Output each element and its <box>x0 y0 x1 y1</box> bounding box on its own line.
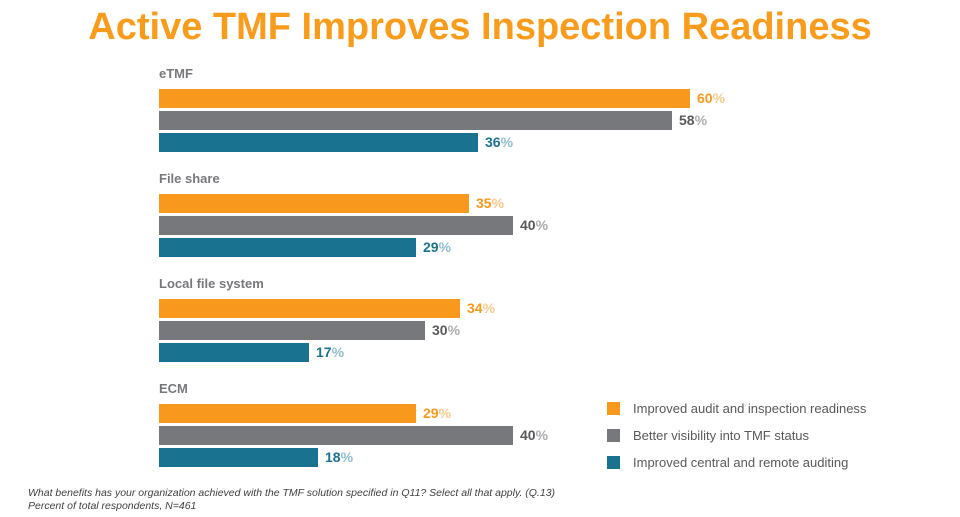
legend-swatch-icon <box>607 402 620 415</box>
value-label: 30% <box>432 322 461 338</box>
legend-item: Improved central and remote auditing <box>607 455 866 470</box>
legend-item: Improved audit and inspection readiness <box>607 401 867 416</box>
bar <box>159 448 318 467</box>
bar <box>159 238 416 257</box>
bar-row: 60% <box>159 89 799 108</box>
bar-row: 18% <box>159 448 799 467</box>
bar-row: 17% <box>159 343 799 362</box>
legend-item: Better visibility into TMF status <box>607 428 866 443</box>
bar <box>159 194 469 213</box>
bar-row: 34% <box>159 299 799 318</box>
bar <box>159 111 672 130</box>
footnote-sample-size: Percent of total respondents, N=461 <box>28 500 197 512</box>
footnote-question: What benefits has your organization achi… <box>28 487 556 499</box>
value-label: 58% <box>679 112 708 128</box>
chart-title: Active TMF Improves Inspection Readiness <box>88 6 872 48</box>
legend-swatch-icon <box>607 429 620 442</box>
bar <box>159 89 690 108</box>
legend: Improved audit and inspection readiness B… <box>607 401 867 483</box>
bar <box>159 343 309 362</box>
value-label: 60% <box>697 90 726 106</box>
bar-group: Local file system 34% 30% 17% <box>159 276 799 365</box>
footnote: What benefits has your organization achi… <box>28 487 555 513</box>
bar <box>159 216 513 235</box>
bar-group: eTMF 60% 58% 36% <box>159 66 799 155</box>
value-label: 17% <box>316 344 345 360</box>
category-label: eTMF <box>159 66 193 81</box>
legend-label: Better visibility into TMF status <box>633 428 810 443</box>
legend-swatch-icon <box>607 456 620 469</box>
bar <box>159 404 416 423</box>
category-label: ECM <box>159 381 188 396</box>
bar-chart: eTMF 60% 58% 36% File share 35% 40% 29% Local fi… <box>159 66 799 470</box>
bar <box>159 299 460 318</box>
bar-row: 40% <box>159 426 799 445</box>
bar-row: 30% <box>159 321 799 340</box>
legend-label: Improved audit and inspection readiness <box>633 401 867 416</box>
value-label: 35% <box>476 195 505 211</box>
value-label: 29% <box>423 239 452 255</box>
bar-row: 58% <box>159 111 799 130</box>
bar-group: File share 35% 40% 29% <box>159 171 799 260</box>
category-label: File share <box>159 171 220 186</box>
bar <box>159 426 513 445</box>
value-label: 40% <box>520 217 549 233</box>
value-label: 34% <box>467 300 496 316</box>
value-label: 18% <box>325 449 354 465</box>
bar-row: 36% <box>159 133 799 152</box>
bar <box>159 321 425 340</box>
bar-row: 35% <box>159 194 799 213</box>
bar-row: 40% <box>159 216 799 235</box>
bar <box>159 133 478 152</box>
category-label: Local file system <box>159 276 264 291</box>
value-label: 29% <box>423 405 452 421</box>
value-label: 36% <box>485 134 514 150</box>
bar-group: ECM 29% 40% 18% <box>159 381 799 470</box>
legend-label: Improved central and remote auditing <box>633 455 849 470</box>
bar-row: 29% <box>159 238 799 257</box>
bar-row: 29% <box>159 404 799 423</box>
value-label: 40% <box>520 427 549 443</box>
